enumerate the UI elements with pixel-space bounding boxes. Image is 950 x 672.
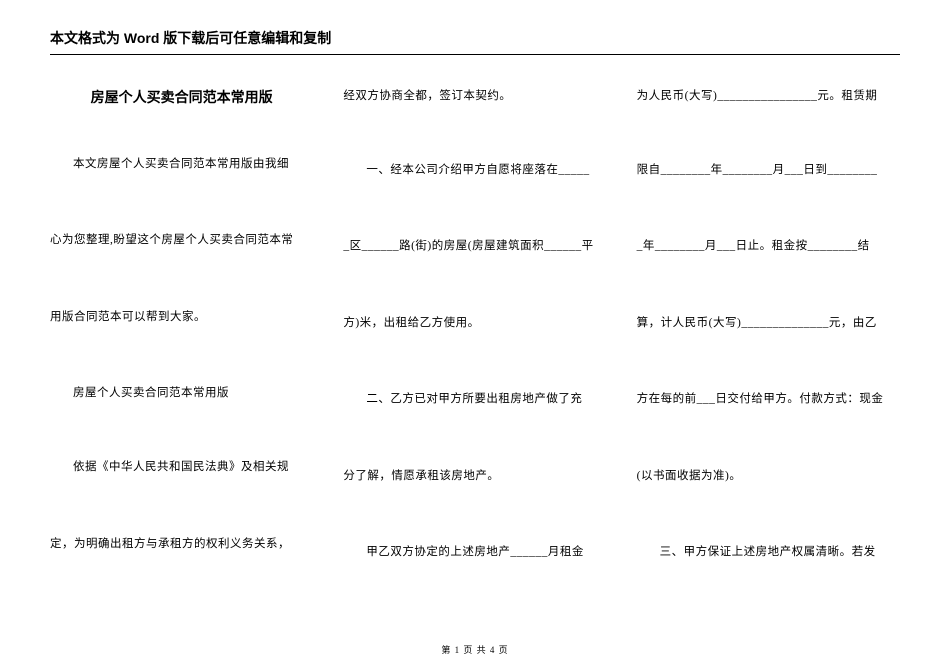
document-header: 本文格式为 Word 版下载后可任意编辑和复制 <box>50 28 900 55</box>
column-3: 为人民币(大写)________________元。租赁期 限自________… <box>637 87 900 627</box>
col1-p3: 用版合同范本可以帮到大家。 <box>50 308 313 326</box>
col2-p6: 分了解，情愿承租该房地产。 <box>343 467 606 485</box>
col3-p4: 算，计人民币(大写)______________元，由乙 <box>637 314 900 332</box>
page-footer: 第 1 页 共 4 页 <box>0 643 950 656</box>
col3-p2: 限自________年________月___日到________ <box>637 161 900 179</box>
col3-p7: 三、甲方保证上述房地产权属清晰。若发 <box>637 543 900 561</box>
col2-p1: 经双方协商全都，签订本契约。 <box>343 87 606 103</box>
col1-p1: 本文房屋个人买卖合同范本常用版由我细 <box>50 155 313 173</box>
col1-subtitle: 房屋个人买卖合同范本常用版 <box>50 384 313 400</box>
col1-p6: 定，为明确出租方与承租方的权利义务关系， <box>50 535 313 553</box>
col2-p7: 甲乙双方协定的上述房地产______月租金 <box>343 543 606 561</box>
col1-p5: 依据《中华人民共和国民法典》及相关规 <box>50 458 313 476</box>
col1-p2: 心为您整理,盼望这个房屋个人买卖合同范本常 <box>50 231 313 249</box>
col2-p5: 二、乙方已对甲方所要出租房地产做了充 <box>343 390 606 408</box>
col2-p4: 方)米，出租给乙方使用。 <box>343 314 606 332</box>
document-title: 房屋个人买卖合同范本常用版 <box>50 87 313 107</box>
document-columns: 房屋个人买卖合同范本常用版 本文房屋个人买卖合同范本常用版由我细 心为您整理,盼… <box>50 87 900 627</box>
col3-p5: 方在每的前___日交付给甲方。付款方式：现金 <box>637 390 900 408</box>
col2-p3: _区______路(街)的房屋(房屋建筑面积______平 <box>343 237 606 255</box>
column-1: 房屋个人买卖合同范本常用版 本文房屋个人买卖合同范本常用版由我细 心为您整理,盼… <box>50 87 313 627</box>
col3-p6: (以书面收据为准)。 <box>637 467 900 485</box>
column-2: 经双方协商全都，签订本契约。 一、经本公司介绍甲方自愿将座落在_____ _区_… <box>343 87 606 627</box>
col3-p1: 为人民币(大写)________________元。租赁期 <box>637 87 900 103</box>
col3-p3: _年________月___日止。租金按________结 <box>637 237 900 255</box>
col2-p2: 一、经本公司介绍甲方自愿将座落在_____ <box>343 161 606 179</box>
